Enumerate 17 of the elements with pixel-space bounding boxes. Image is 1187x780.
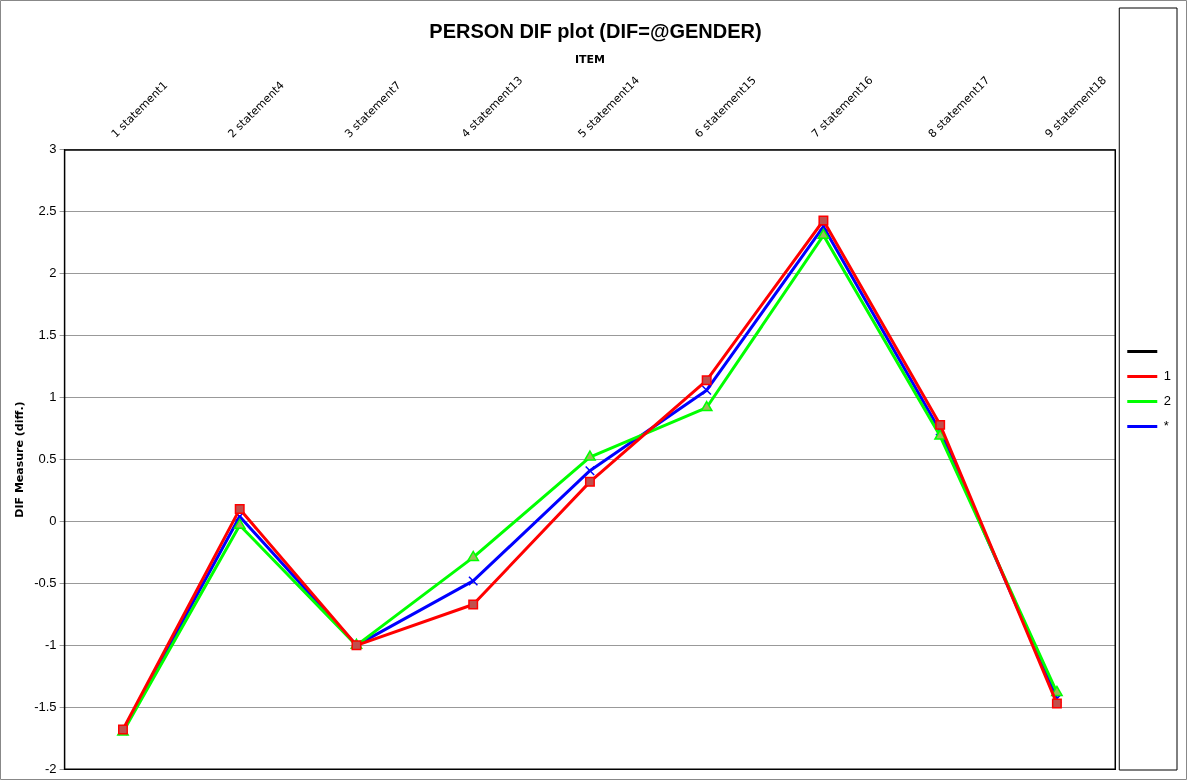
y-tick-label: -0.5 [34,574,57,590]
y-tick-label: 1 [49,389,57,405]
x-axis-title: ITEM [574,53,605,67]
legend-label: 2 [1163,393,1171,409]
chart-title: PERSON DIF plot (DIF=@GENDER) [429,19,762,42]
y-tick-label: 3 [49,141,57,157]
y-axis-title: DIF Measure (diff.) [13,401,27,518]
y-tick-label: 0.5 [38,451,57,467]
legend-label: * [1163,418,1169,434]
y-tick-label: -2 [45,760,57,776]
y-tick-label: 2.5 [38,203,57,219]
y-tick-label: 0 [49,513,57,529]
y-tick-label: -1 [45,636,57,652]
y-tick-label: 2 [49,265,57,281]
y-tick-label: -1.5 [34,698,57,714]
y-tick-label: 1.5 [38,327,57,343]
legend-label: 1 [1163,368,1171,384]
